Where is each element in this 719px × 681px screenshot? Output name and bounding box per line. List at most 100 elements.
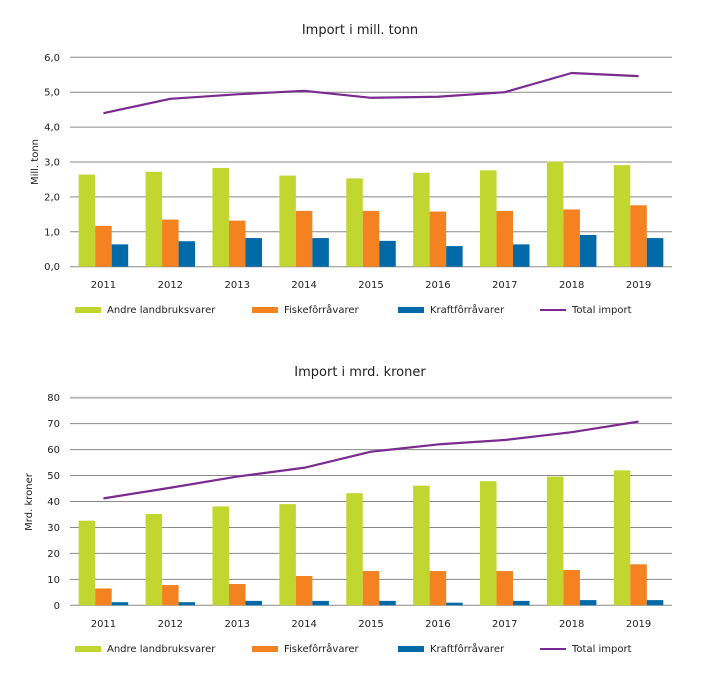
y-tick-label: 4,0 — [44, 123, 60, 134]
bar-fiskef-rr-varer — [228, 584, 246, 606]
x-tick-label: 2017 — [492, 280, 517, 291]
bar-andre-landbruksvarer — [613, 165, 631, 267]
legend-item: Fiskefôrråvarer — [252, 642, 360, 655]
legend-swatch — [252, 646, 278, 652]
bar-fiskef-rr-varer — [95, 588, 112, 606]
bar-kraftf-rr-varer — [513, 244, 530, 267]
bar-kraftf-rr-varer — [446, 602, 463, 606]
bar-fiskef-rr-varer — [295, 210, 313, 267]
legend-swatch — [398, 307, 424, 313]
x-tick-label: 2019 — [626, 619, 651, 630]
bar-andre-landbruksvarer — [212, 167, 229, 267]
bar-andre-landbruksvarer — [346, 178, 363, 267]
bar-andre-landbruksvarer — [279, 504, 296, 606]
legend-label: Total import — [571, 305, 632, 316]
bar-fiskef-rr-varer — [429, 211, 447, 267]
y-axis-label: Mill. tonn — [30, 139, 41, 185]
bar-fiskef-rr-varer — [362, 571, 380, 606]
bar-andre-landbruksvarer — [413, 485, 430, 606]
bar-fiskef-rr-varer — [563, 209, 580, 267]
x-tick-label: 2018 — [559, 280, 584, 291]
bar-fiskef-rr-varer — [496, 571, 514, 606]
bar-kraftf-rr-varer — [446, 246, 463, 267]
y-tick-label: 50 — [47, 471, 60, 482]
y-tick-label: 3,0 — [44, 158, 60, 169]
x-tick-label: 2012 — [158, 619, 183, 630]
legend-swatch — [75, 307, 101, 313]
chart-title: Import i mill. tonn — [302, 23, 418, 38]
legend-swatch — [252, 307, 278, 313]
bar-kraftf-rr-varer — [379, 240, 396, 267]
bar-andre-landbruksvarer — [78, 520, 96, 606]
y-tick-label: 20 — [47, 549, 60, 560]
x-tick-label: 2016 — [425, 280, 450, 291]
y-tick-label: 60 — [47, 445, 60, 456]
x-tick-label: 2011 — [91, 619, 116, 630]
bar-andre-landbruksvarer — [279, 175, 296, 267]
legend-label: Kraftfôrråvarer — [430, 642, 505, 655]
y-tick-label: 30 — [47, 523, 60, 534]
y-tick-label: 80 — [47, 393, 60, 404]
bar-andre-landbruksvarer — [413, 172, 430, 267]
y-tick-label: 40 — [47, 497, 60, 508]
chart-title: Import i mrd. kroner — [294, 365, 426, 380]
bar-kraftf-rr-varer — [312, 238, 329, 267]
bar-fiskef-rr-varer — [228, 220, 246, 267]
x-tick-label: 2019 — [626, 280, 651, 291]
bar-fiskef-rr-varer — [162, 219, 179, 267]
legend-label: Fiskefôrråvarer — [284, 642, 360, 655]
bar-fiskef-rr-varer — [496, 210, 514, 267]
y-tick-label: 70 — [47, 419, 60, 430]
bar-andre-landbruksvarer — [546, 161, 564, 267]
bar-fiskef-rr-varer — [630, 205, 647, 267]
bar-kraftf-rr-varer — [245, 600, 262, 606]
y-tick-label: 0,0 — [44, 262, 60, 273]
x-tick-label: 2017 — [492, 619, 517, 630]
legend-item: Kraftfôrråvarer — [398, 303, 505, 316]
legend-swatch — [75, 646, 101, 652]
bar-andre-landbruksvarer — [78, 174, 96, 267]
x-tick-label: 2013 — [224, 619, 249, 630]
x-tick-label: 2012 — [158, 280, 183, 291]
legend-item: Andre landbruksvarer — [75, 305, 216, 316]
x-tick-label: 2016 — [425, 619, 450, 630]
bar-andre-landbruksvarer — [145, 513, 163, 606]
line-total-import — [103, 71, 639, 115]
x-tick-label: 2011 — [91, 280, 116, 291]
bar-kraftf-rr-varer — [379, 600, 396, 606]
bar-kraftf-rr-varer — [579, 600, 597, 606]
legend-label: Fiskefôrråvarer — [284, 303, 360, 316]
bar-fiskef-rr-varer — [95, 225, 112, 267]
y-tick-label: 10 — [47, 575, 60, 586]
bar-kraftf-rr-varer — [178, 241, 196, 267]
x-tick-label: 2014 — [291, 280, 316, 291]
bar-kraftf-rr-varer — [579, 234, 597, 267]
bar-fiskef-rr-varer — [563, 570, 580, 606]
bar-fiskef-rr-varer — [630, 564, 647, 606]
bar-andre-landbruksvarer — [346, 493, 363, 606]
bar-fiskef-rr-varer — [362, 210, 380, 267]
bar-andre-landbruksvarer — [480, 481, 497, 606]
y-tick-label: 6,0 — [44, 53, 60, 64]
bar-andre-landbruksvarer — [546, 476, 564, 606]
bar-kraftf-rr-varer — [646, 238, 664, 267]
bar-kraftf-rr-varer — [178, 602, 196, 606]
bar-andre-landbruksvarer — [480, 170, 497, 267]
chart-import-kroner: Import i mrd. kroner Mrd. kroner 0 10 20 30… — [24, 365, 672, 655]
bar-kraftf-rr-varer — [111, 602, 129, 606]
bar-fiskef-rr-varer — [429, 571, 447, 606]
legend-item: Kraftfôrråvarer — [398, 642, 505, 655]
bar-andre-landbruksvarer — [145, 171, 163, 267]
chart-import-tonnes: Import i mill. tonn Mill. tonn 0,0 1,0 2,0… — [30, 23, 672, 316]
x-tick-label: 2018 — [559, 619, 584, 630]
y-tick-label: 2,0 — [44, 192, 60, 203]
y-tick-label: 1,0 — [44, 227, 60, 238]
x-tick-label: 2015 — [358, 619, 383, 630]
bar-kraftf-rr-varer — [312, 600, 329, 606]
legend-label: Kraftfôrråvarer — [430, 303, 505, 316]
legend-swatch — [398, 646, 424, 652]
legend-item: Andre landbruksvarer — [75, 644, 216, 655]
legend-label: Andre landbruksvarer — [107, 305, 216, 316]
x-tick-label: 2015 — [358, 280, 383, 291]
